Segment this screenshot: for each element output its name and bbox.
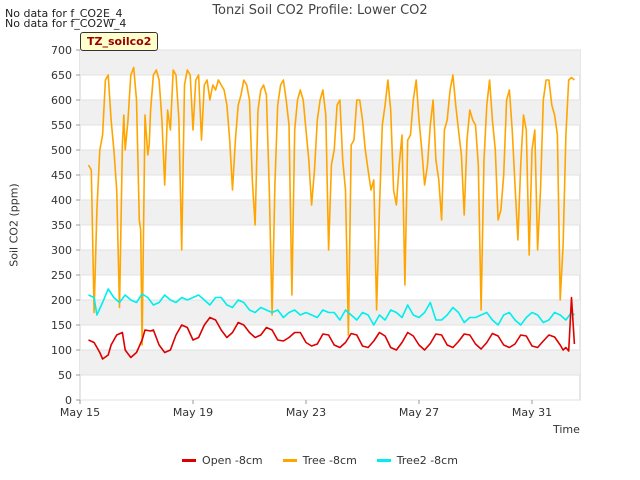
site-badge[interactable]: TZ_soilco2 bbox=[80, 32, 159, 51]
x-tick-label: May 31 bbox=[512, 406, 552, 419]
y-tick-label: 600 bbox=[51, 94, 72, 107]
y-tick-label: 100 bbox=[51, 344, 72, 357]
legend-label-open: Open -8cm bbox=[202, 454, 263, 467]
legend-item-open[interactable]: Open -8cm bbox=[182, 454, 263, 467]
grid-band bbox=[80, 50, 580, 75]
legend-item-tree[interactable]: Tree -8cm bbox=[282, 454, 357, 467]
legend: Open -8cm Tree -8cm Tree2 -8cm bbox=[0, 454, 640, 467]
x-tick-label: May 15 bbox=[60, 406, 100, 419]
y-tick-label: 200 bbox=[51, 294, 72, 307]
series-line-tree2-8cm bbox=[88, 288, 575, 326]
series-line-open-8cm bbox=[88, 296, 576, 360]
y-tick-label: 50 bbox=[58, 369, 72, 382]
series-line-tree-8cm bbox=[87, 66, 575, 346]
y-tick-label: 350 bbox=[51, 219, 72, 232]
y-tick-label: 650 bbox=[51, 69, 72, 82]
y-tick-label: 550 bbox=[51, 119, 72, 132]
legend-label-tree2: Tree2 -8cm bbox=[396, 454, 458, 467]
x-tick-label: May 19 bbox=[173, 406, 213, 419]
legend-label-tree: Tree -8cm bbox=[302, 454, 357, 467]
y-tick-label: 250 bbox=[51, 269, 72, 282]
legend-item-tree2[interactable]: Tree2 -8cm bbox=[376, 454, 458, 467]
chart-title: Tonzi Soil CO2 Profile: Lower CO2 bbox=[212, 3, 428, 18]
grid-band bbox=[80, 100, 580, 125]
y-tick-label: 0 bbox=[65, 394, 72, 407]
axes: 0 50 100 150 200 250 300 350 400 450 500 550 600 650 7… bbox=[51, 44, 552, 419]
legend-swatch-tree2 bbox=[376, 459, 391, 462]
series-layer bbox=[87, 66, 576, 360]
x-axis-label: Time bbox=[553, 423, 580, 436]
x-tick-label: May 27 bbox=[399, 406, 439, 419]
grid-band bbox=[80, 250, 580, 275]
y-tick-label: 400 bbox=[51, 194, 72, 207]
y-tick-label: 450 bbox=[51, 169, 72, 182]
y-tick-label: 150 bbox=[51, 319, 72, 332]
y-tick-label: 700 bbox=[51, 44, 72, 57]
y-tick-label: 300 bbox=[51, 244, 72, 257]
grid-band bbox=[80, 350, 580, 375]
legend-swatch-tree bbox=[282, 459, 297, 462]
y-axis-label: Soil CO2 (ppm) bbox=[7, 183, 21, 267]
y-tick-label: 500 bbox=[51, 144, 72, 157]
no-data-notice-co2w: No data for f_CO2W_4 bbox=[5, 17, 127, 30]
legend-swatch-open bbox=[182, 459, 197, 462]
x-tick-label: May 23 bbox=[286, 406, 326, 419]
no-data-notice-co2e: No data for f_CO2E_4 bbox=[5, 7, 123, 20]
